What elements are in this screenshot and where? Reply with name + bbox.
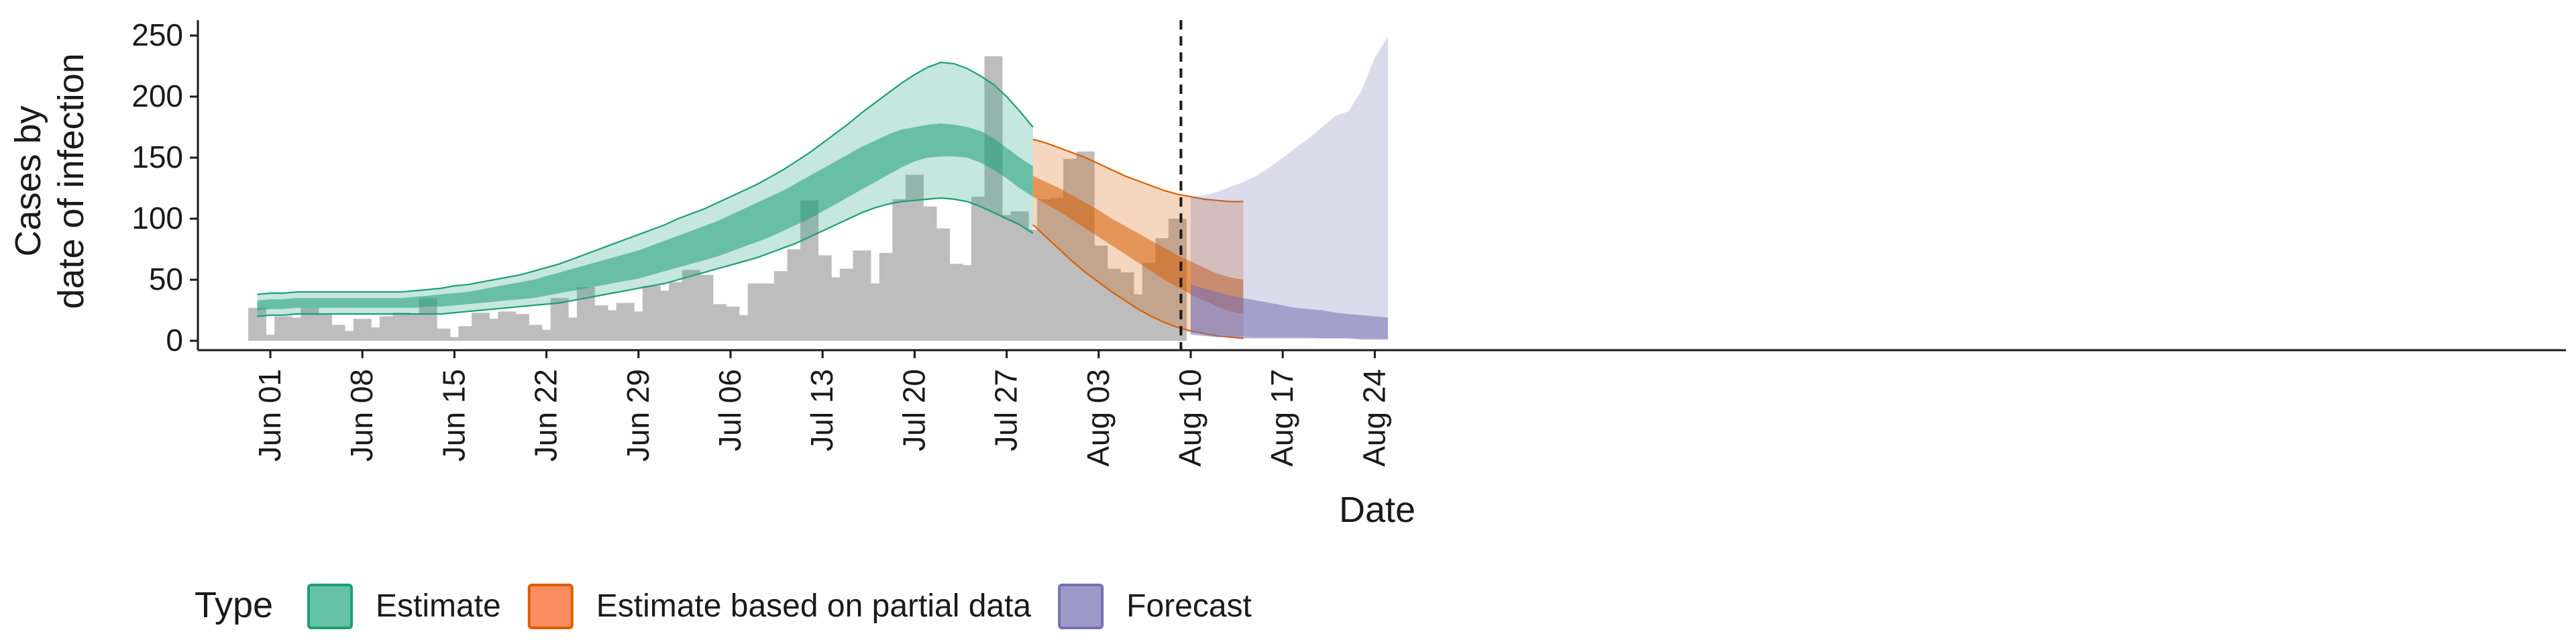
observed-bar: [261, 334, 280, 341]
legend-item: Estimate based on partial data: [527, 584, 1032, 629]
y-tick-label: 150: [131, 140, 183, 174]
legend: Type Estimate Estimate based on partial da…: [195, 584, 1252, 629]
forecast-inner-band: [1191, 284, 1388, 340]
legend-label: Estimate based on partial data: [596, 588, 1032, 624]
forecast-outer-band: [1191, 36, 1388, 339]
partial-inner-band: [1032, 176, 1244, 314]
legend-label: Estimate: [376, 588, 501, 624]
partial-outer-band-upper-edge: [1032, 138, 1244, 203]
legend-item: Estimate: [307, 584, 501, 629]
legend-swatch: [307, 584, 353, 629]
x-tick-label: Jul 27: [989, 369, 1024, 451]
x-axis-title: Date: [1339, 490, 1415, 530]
x-tick-label: Aug 03: [1081, 369, 1116, 467]
legend-swatch: [1058, 584, 1104, 629]
legend-item: Forecast: [1058, 584, 1252, 629]
x-tick-label: Jun 22: [529, 369, 564, 462]
x-tick-label: Aug 24: [1356, 369, 1391, 467]
x-tick-label: Jul 06: [712, 369, 747, 451]
x-axis: Jun 01 Jun 08 Jun 15 Jun 22 Jun 29 Jul 06 Jul …: [198, 349, 2566, 467]
x-tick-label: Jun 08: [344, 369, 379, 462]
legend-title: Type: [195, 585, 273, 625]
x-tick-label: Jun 29: [621, 369, 655, 462]
estimate-inner-band: [257, 123, 1033, 311]
x-tick-label: Jun 01: [252, 369, 287, 462]
estimate-outer-band-lower-edge: [257, 197, 1034, 317]
legend-swatch: [527, 584, 574, 629]
observed-bar: [445, 337, 464, 341]
x-tick-label: Jul 20: [896, 369, 931, 451]
y-tick-label: 0: [166, 323, 183, 358]
x-tick-label: Jun 15: [436, 369, 471, 462]
y-tick-label: 50: [149, 262, 183, 297]
y-tick-label: 250: [131, 17, 183, 52]
y-axis-title: Cases by date of infection: [8, 53, 91, 309]
y-axis-title-line: date of infection: [51, 53, 91, 309]
y-axis-title-line: Cases by: [8, 105, 48, 256]
x-tick-label: Aug 17: [1265, 369, 1299, 467]
observed-cases-bars: [248, 56, 1187, 341]
legend-label: Forecast: [1126, 588, 1252, 624]
estimate-outer-band-upper-edge: [257, 61, 1034, 295]
y-axis: 0 50 100 150 200 250: [131, 17, 199, 358]
x-tick-label: Jul 13: [804, 369, 839, 451]
y-tick-label: 200: [131, 78, 183, 113]
y-tick-label: 100: [131, 201, 183, 235]
x-tick-label: Aug 10: [1173, 369, 1208, 467]
estimate-bands: [257, 36, 1388, 340]
